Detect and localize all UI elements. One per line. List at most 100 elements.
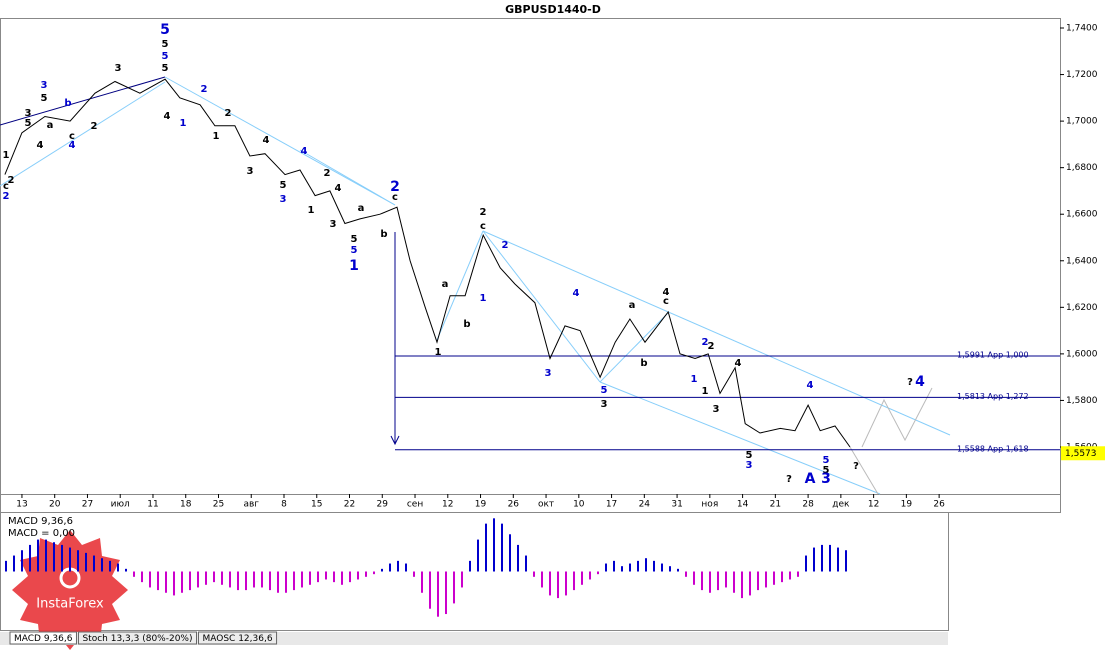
wave-label: c bbox=[3, 181, 9, 192]
tab[interactable] bbox=[9, 631, 77, 645]
tab-label[interactable]: MACD 9,36,6 bbox=[14, 634, 73, 644]
x-tick-label: 8 bbox=[281, 500, 287, 510]
x-tick-label: 22 bbox=[344, 500, 355, 510]
wave-label: 4 bbox=[301, 146, 308, 157]
wave-label: 2 bbox=[91, 121, 98, 132]
level-label: 1,5588 App 1,618 bbox=[957, 444, 1029, 453]
x-tick-label: 13 bbox=[16, 500, 27, 510]
x-tick-label: 20 bbox=[49, 500, 61, 510]
wave-label: 2 bbox=[324, 168, 331, 179]
wave-label: 3 bbox=[713, 404, 720, 415]
wave-label: 1 bbox=[435, 347, 442, 358]
macd-frame bbox=[0, 512, 949, 631]
level-label: 1,5813 App 1,272 bbox=[957, 392, 1029, 401]
wave-label: 4 bbox=[807, 380, 814, 391]
wave-label: 1 bbox=[213, 131, 220, 142]
wave-label: 1 bbox=[691, 374, 698, 385]
x-tick-label: 14 bbox=[737, 500, 749, 510]
wave-label: 5 bbox=[162, 63, 169, 74]
logo: InstaForex bbox=[12, 530, 128, 650]
trend-line bbox=[164, 76, 396, 206]
x-tick-label: 28 bbox=[802, 500, 814, 510]
x-tick-label: 27 bbox=[82, 500, 93, 510]
wave-label: 3 bbox=[25, 108, 32, 119]
logo-badge bbox=[12, 530, 128, 650]
channel-lower bbox=[599, 381, 881, 495]
wave-label: 5 bbox=[746, 450, 753, 461]
wave-label: 2 bbox=[480, 207, 487, 218]
wave-label: 4 bbox=[735, 358, 742, 369]
x-tick-label: 10 bbox=[573, 500, 585, 510]
wave-label: 1 bbox=[3, 150, 10, 161]
x-tick-label: июл bbox=[111, 500, 130, 510]
trend-line bbox=[0, 81, 166, 187]
wave-label: 5 bbox=[351, 234, 358, 245]
trend-line bbox=[599, 312, 669, 383]
y-tick-label: 1,7000 bbox=[1066, 117, 1098, 127]
last-price-box bbox=[1061, 446, 1105, 461]
tab-label[interactable]: MAOSC 12,36,6 bbox=[203, 634, 273, 644]
x-tick-label: 11 bbox=[147, 500, 158, 510]
x-tick-label: 12 bbox=[442, 500, 453, 510]
wave-label: 2 bbox=[225, 108, 232, 119]
wave-label: 4 bbox=[263, 135, 270, 146]
wave-label: 5 bbox=[351, 245, 358, 256]
wave-label: 1 bbox=[702, 386, 709, 397]
wave-label: 2 bbox=[8, 175, 15, 186]
x-tick-label: 17 bbox=[606, 500, 617, 510]
y-tick-label: 1,7400 bbox=[1066, 24, 1098, 34]
y-tick-label: 1,6600 bbox=[1066, 210, 1098, 220]
wave-label: 5 bbox=[823, 465, 830, 476]
macd-value: MACD = 0,00 bbox=[8, 528, 75, 539]
wave-label: 5 bbox=[41, 93, 48, 104]
tab[interactable] bbox=[77, 631, 197, 645]
y-tick-label: 1,6200 bbox=[1066, 303, 1098, 313]
wave-label: 3 bbox=[41, 80, 48, 91]
x-tick-label: 19 bbox=[901, 500, 913, 510]
x-tick-label: 21 bbox=[770, 500, 781, 510]
wave-label: 3 bbox=[746, 460, 753, 471]
wave-label: 4 bbox=[69, 140, 76, 151]
wave-label: 4 bbox=[37, 140, 44, 151]
wave-label: a bbox=[47, 120, 54, 131]
wave-label: 4 bbox=[164, 111, 171, 122]
wave-label: b bbox=[463, 319, 470, 330]
x-tick-label: ноя bbox=[701, 500, 718, 510]
tab-label[interactable]: Stoch 13,3,3 (80%-20%) bbox=[82, 634, 192, 644]
projection bbox=[861, 387, 933, 448]
wave-label: 1 bbox=[180, 118, 187, 129]
wave-label: a bbox=[629, 300, 636, 311]
wave-label: 2 bbox=[708, 341, 715, 352]
trend-line bbox=[299, 149, 396, 206]
x-tick-label: 26 bbox=[933, 500, 945, 510]
wave-label: 2 bbox=[201, 84, 208, 95]
y-tick-label: 1,6400 bbox=[1066, 256, 1098, 266]
wave-label: 3 bbox=[821, 471, 831, 487]
wave-label: 3 bbox=[545, 368, 552, 379]
x-tick-label: 19 bbox=[475, 500, 487, 510]
wave-label: 2 bbox=[502, 240, 509, 251]
y-tick-label: 1,7200 bbox=[1066, 70, 1098, 80]
x-tick-label: 15 bbox=[311, 500, 322, 510]
wave-label: 5 bbox=[25, 118, 32, 129]
wave-label: a bbox=[442, 279, 449, 290]
wave-label: c bbox=[69, 131, 75, 142]
wave-label: ? bbox=[786, 474, 792, 485]
wave-label: c bbox=[480, 221, 486, 232]
wave-label: 2 bbox=[390, 179, 400, 195]
wave-label: b bbox=[640, 358, 647, 369]
x-tick-label: дек bbox=[832, 500, 850, 510]
x-tick-label: окт bbox=[538, 500, 554, 510]
tab[interactable] bbox=[198, 631, 278, 645]
wave-label: b bbox=[64, 98, 71, 109]
y-tick-label: 1,6800 bbox=[1066, 163, 1098, 173]
wave-label: 2 bbox=[3, 191, 10, 202]
wave-label: 5 bbox=[601, 385, 608, 396]
x-tick-label: 29 bbox=[377, 500, 389, 510]
wave-label: 3 bbox=[115, 63, 122, 74]
wave-label: 3 bbox=[247, 166, 254, 177]
wave-label: ? bbox=[853, 461, 859, 472]
wave-label: 3 bbox=[601, 399, 608, 410]
channel-upper bbox=[482, 230, 951, 436]
